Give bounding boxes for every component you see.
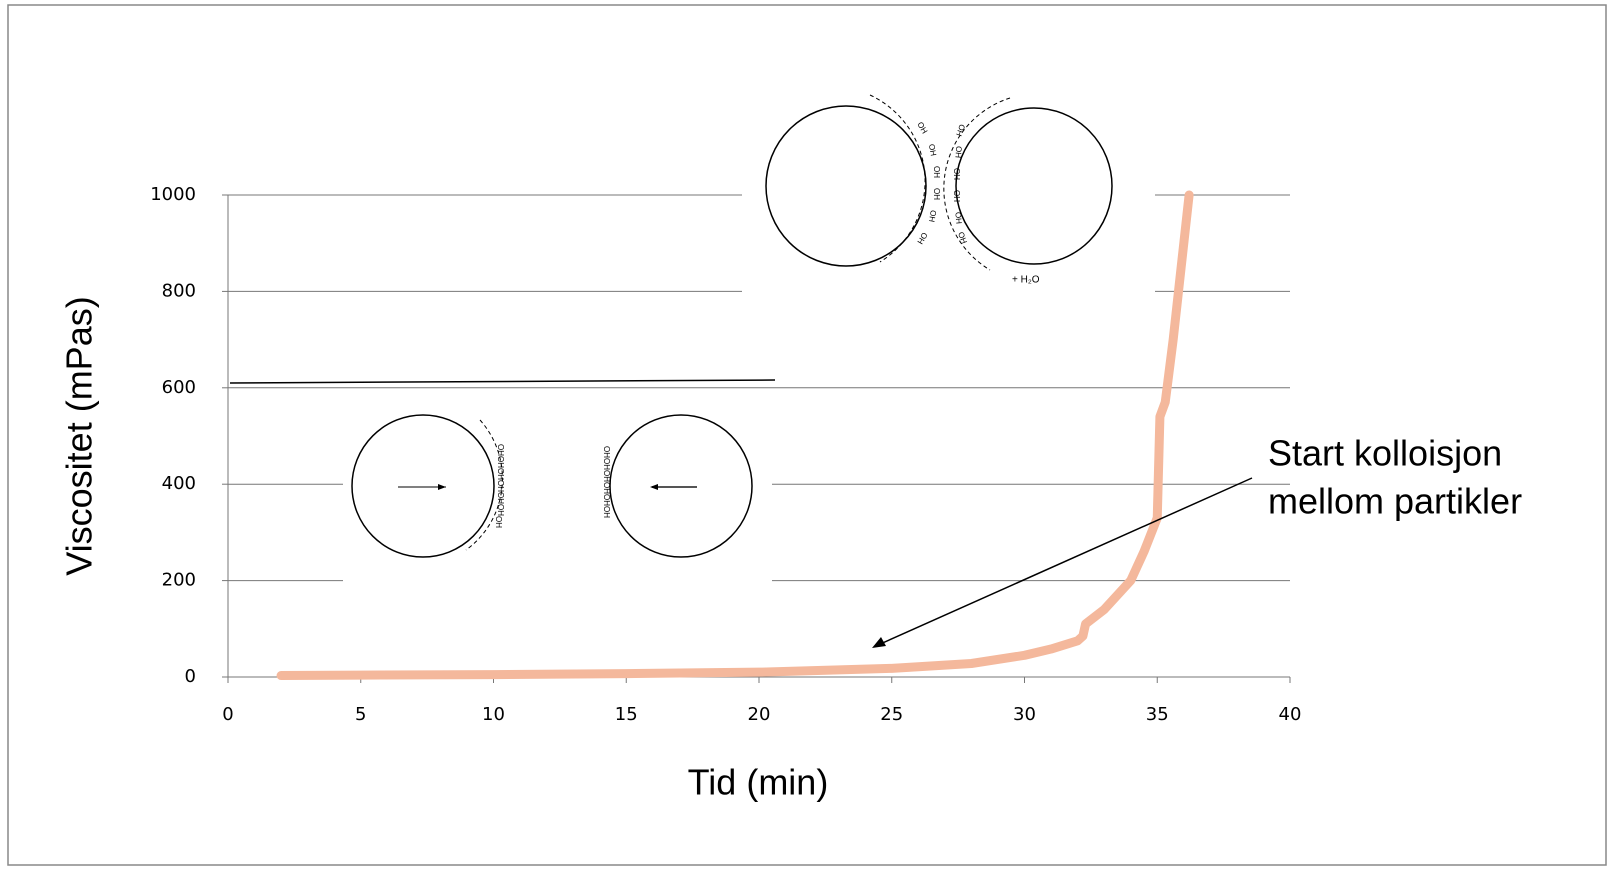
hydroxyl-label: OH bbox=[953, 212, 963, 225]
y-tick-label: 400 bbox=[162, 473, 196, 494]
hydroxyl-label: OH bbox=[932, 166, 941, 178]
y-tick-label: 800 bbox=[162, 280, 196, 301]
water-label: + H₂O bbox=[1012, 275, 1040, 286]
chart: 020040060080010000510152025303540 OHOHOH… bbox=[0, 0, 1610, 870]
y-tick-label: 1000 bbox=[150, 184, 196, 205]
hydroxyl-label: OH bbox=[602, 458, 611, 470]
x-tick-label: 10 bbox=[482, 704, 505, 725]
illustration-bg bbox=[343, 393, 772, 590]
hydroxyl-label: OH bbox=[496, 504, 505, 516]
hydroxyl-label: OH bbox=[496, 492, 505, 504]
hydroxyl-label: OH bbox=[496, 480, 505, 492]
x-tick-label: 30 bbox=[1013, 704, 1036, 725]
hydroxyl-label: OH bbox=[602, 506, 611, 518]
hydroxyl-label: OH bbox=[602, 494, 611, 506]
hydroxyl-label: OH bbox=[952, 190, 961, 202]
hydroxyl-label: OH bbox=[602, 482, 611, 494]
x-tick-label: 20 bbox=[748, 704, 771, 725]
hydroxyl-label: OH bbox=[932, 188, 941, 200]
x-tick-label: 5 bbox=[355, 704, 366, 725]
annotation: Start kolloisjon bbox=[1268, 433, 1502, 474]
hydroxyl-label: OH bbox=[496, 444, 505, 456]
x-tick-label: 15 bbox=[615, 704, 638, 725]
y-tick-label: 200 bbox=[162, 570, 196, 591]
hydroxyl-label: OH bbox=[496, 468, 505, 480]
hydroxyl-label: OH bbox=[952, 168, 961, 180]
hydroxyl-label: OH bbox=[602, 446, 611, 458]
hydroxyl-label: OH bbox=[953, 146, 963, 159]
annotation: mellom partikler bbox=[1268, 481, 1522, 522]
hydroxyl-label: OH bbox=[602, 470, 611, 482]
x-tick-label: 35 bbox=[1146, 704, 1169, 725]
x-tick-label: 40 bbox=[1279, 704, 1302, 725]
hydroxyl-label: OH bbox=[494, 516, 503, 528]
x-tick-label: 25 bbox=[880, 704, 903, 725]
x-tick-label: 0 bbox=[222, 704, 233, 725]
hydroxyl-label: OH bbox=[496, 456, 505, 468]
y-tick-label: 600 bbox=[162, 377, 196, 398]
y-axis-title: Viscositet (mPas) bbox=[59, 296, 100, 575]
y-tick-label: 0 bbox=[185, 666, 196, 687]
x-axis-title: Tid (min) bbox=[688, 762, 829, 803]
